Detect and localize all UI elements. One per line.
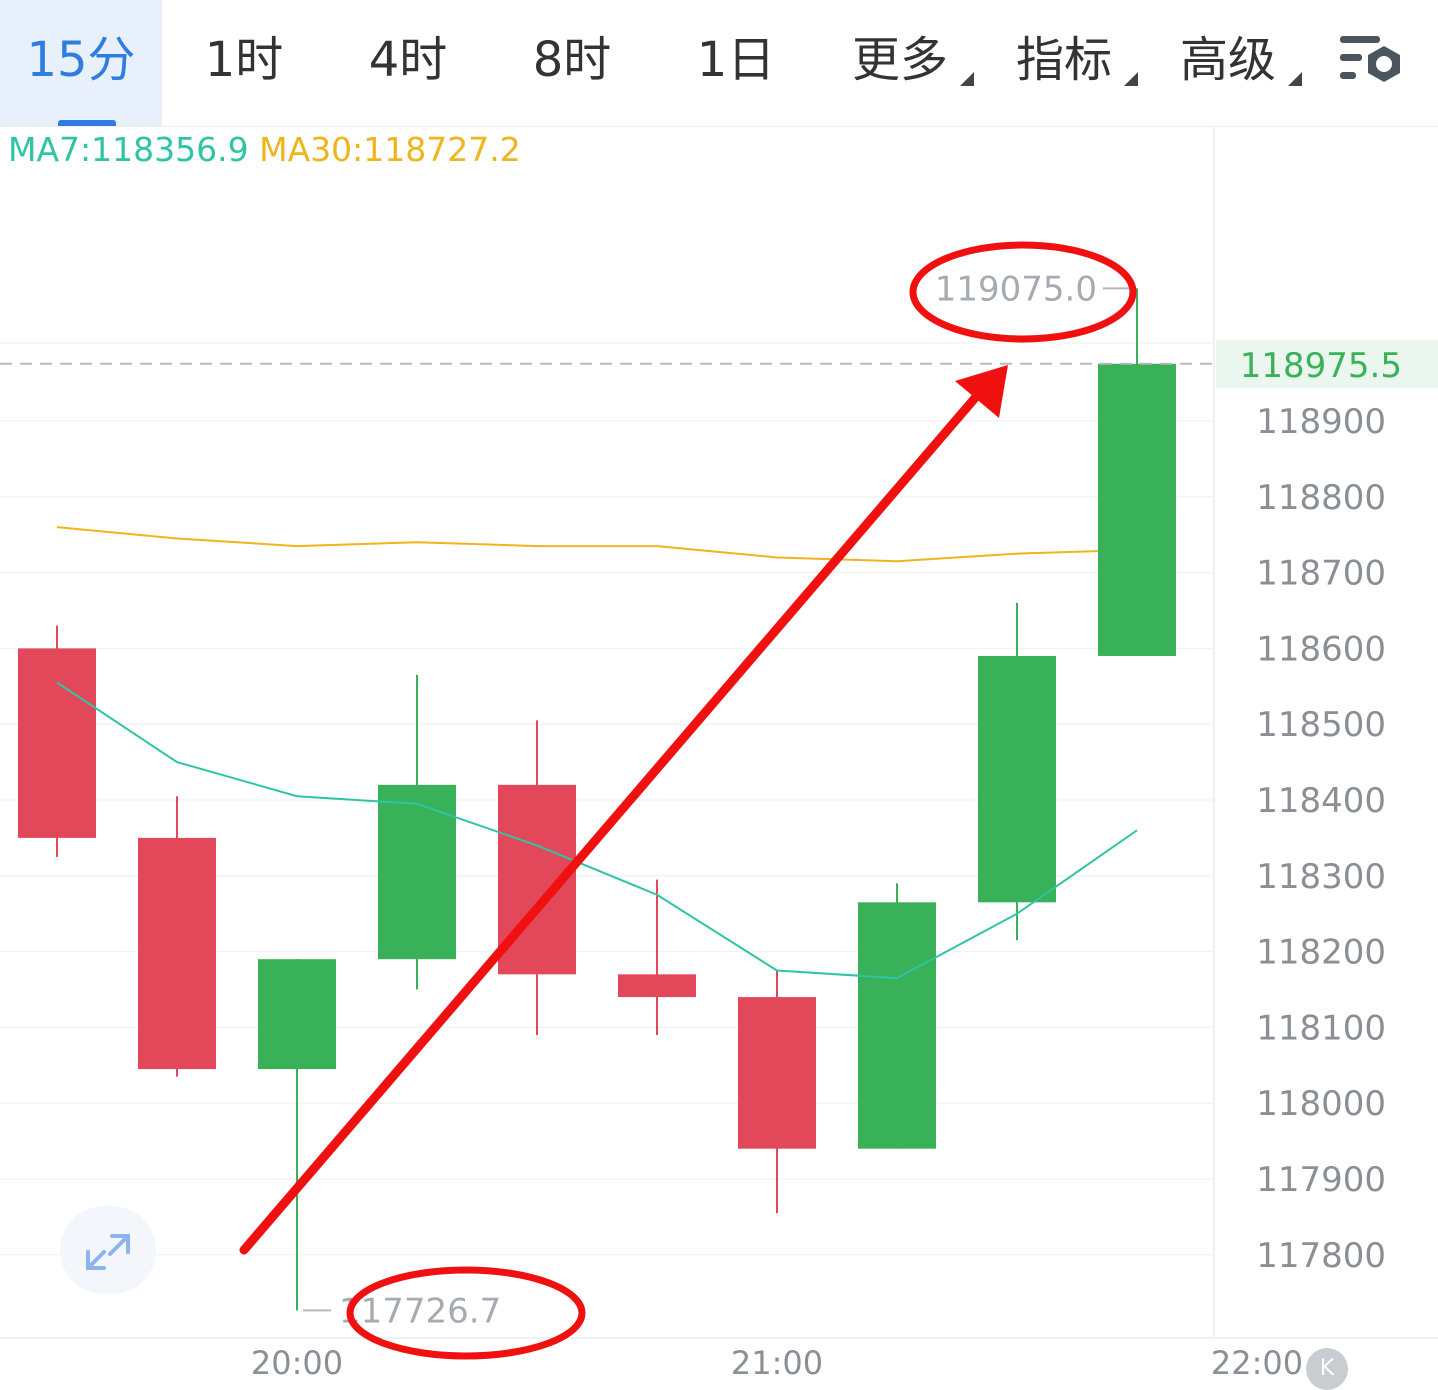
ma7-label: MA7:118356.9 bbox=[8, 130, 249, 169]
tab-1[interactable]: 15分 bbox=[0, 0, 162, 126]
dropdown-corner-icon bbox=[1288, 72, 1302, 86]
trend-arrow-shaft bbox=[239, 393, 980, 1255]
chart-settings-icon[interactable] bbox=[1338, 32, 1408, 92]
tab-label: 1日 bbox=[696, 32, 776, 88]
candle-body bbox=[18, 648, 96, 838]
tab-3[interactable]: 4时 bbox=[328, 0, 488, 126]
candle-body bbox=[978, 655, 1056, 903]
y-tick-label: 118600 bbox=[1256, 629, 1386, 669]
tab-4[interactable]: 8时 bbox=[492, 0, 652, 126]
expand-icon bbox=[86, 1234, 130, 1270]
x-tick-label: 20:00 bbox=[251, 1344, 343, 1382]
dropdown-corner-icon bbox=[960, 72, 974, 86]
tab-label: 8时 bbox=[532, 32, 612, 88]
candle-body bbox=[138, 837, 216, 1070]
ma-legend: MA7:118356.9 MA30:118727.2 bbox=[8, 130, 521, 169]
y-tick-label: 118700 bbox=[1256, 554, 1386, 594]
y-tick-label: 118400 bbox=[1256, 781, 1386, 821]
candle-body bbox=[858, 902, 936, 1149]
high-annotation-circle bbox=[909, 241, 1137, 343]
last-price-label: 118975.5 bbox=[1240, 346, 1402, 386]
x-tick-label: 22:00 bbox=[1211, 1344, 1303, 1382]
active-tab-indicator bbox=[58, 120, 116, 126]
tab-label: 高级 bbox=[1179, 32, 1276, 88]
tab-label: 4时 bbox=[368, 32, 448, 88]
y-tick-label: 118800 bbox=[1256, 478, 1386, 518]
tab-label: 指标 bbox=[1015, 32, 1112, 88]
tab-2[interactable]: 1时 bbox=[164, 0, 324, 126]
timeframe-tabbar: 15分 1时 4时 8时 1日 更多 指标 高级 bbox=[0, 0, 1438, 127]
ma30-line bbox=[56, 526, 1138, 563]
tab-8[interactable]: 高级 bbox=[1148, 0, 1308, 126]
y-tick-label: 118300 bbox=[1256, 857, 1386, 897]
k-logo-badge: K bbox=[1306, 1348, 1348, 1390]
low-annotation-circle bbox=[346, 1266, 586, 1360]
trend-arrow-head bbox=[955, 365, 1008, 418]
tab-label: 更多 bbox=[851, 32, 948, 88]
low-price-label: 117726.7 bbox=[339, 1291, 501, 1331]
high-price-label: 119075.0 bbox=[935, 269, 1097, 309]
y-tick-label: 118000 bbox=[1256, 1084, 1386, 1124]
tab-label: 15分 bbox=[26, 32, 136, 88]
candle-body bbox=[378, 784, 456, 960]
tab-5[interactable]: 1日 bbox=[656, 0, 816, 126]
x-tick-label: 21:00 bbox=[731, 1344, 823, 1382]
candle-body bbox=[618, 974, 696, 998]
ma7-line bbox=[56, 681, 1138, 980]
tab-label: 1时 bbox=[204, 32, 284, 88]
y-tick-label: 117900 bbox=[1256, 1160, 1386, 1200]
last-price-tag bbox=[1216, 339, 1438, 388]
candle-body bbox=[1098, 363, 1176, 656]
y-tick-label: 118100 bbox=[1256, 1008, 1386, 1048]
y-tick-label: 118200 bbox=[1256, 933, 1386, 973]
candlestick-chart[interactable]: 118900 118800 118700 118600 118500 118400 1183… bbox=[0, 126, 1438, 1385]
dropdown-corner-icon bbox=[1124, 72, 1138, 86]
tab-7[interactable]: 指标 bbox=[984, 0, 1144, 126]
ma30-label: MA30:118727.2 bbox=[259, 130, 521, 169]
y-tick-label: 118900 bbox=[1256, 402, 1386, 442]
y-tick-label: 117800 bbox=[1256, 1236, 1386, 1276]
candle-body bbox=[258, 959, 336, 1070]
expand-chart-button[interactable] bbox=[60, 1206, 156, 1294]
tab-6[interactable]: 更多 bbox=[820, 0, 980, 126]
candle-body bbox=[738, 997, 816, 1149]
y-tick-label: 118500 bbox=[1256, 705, 1386, 745]
